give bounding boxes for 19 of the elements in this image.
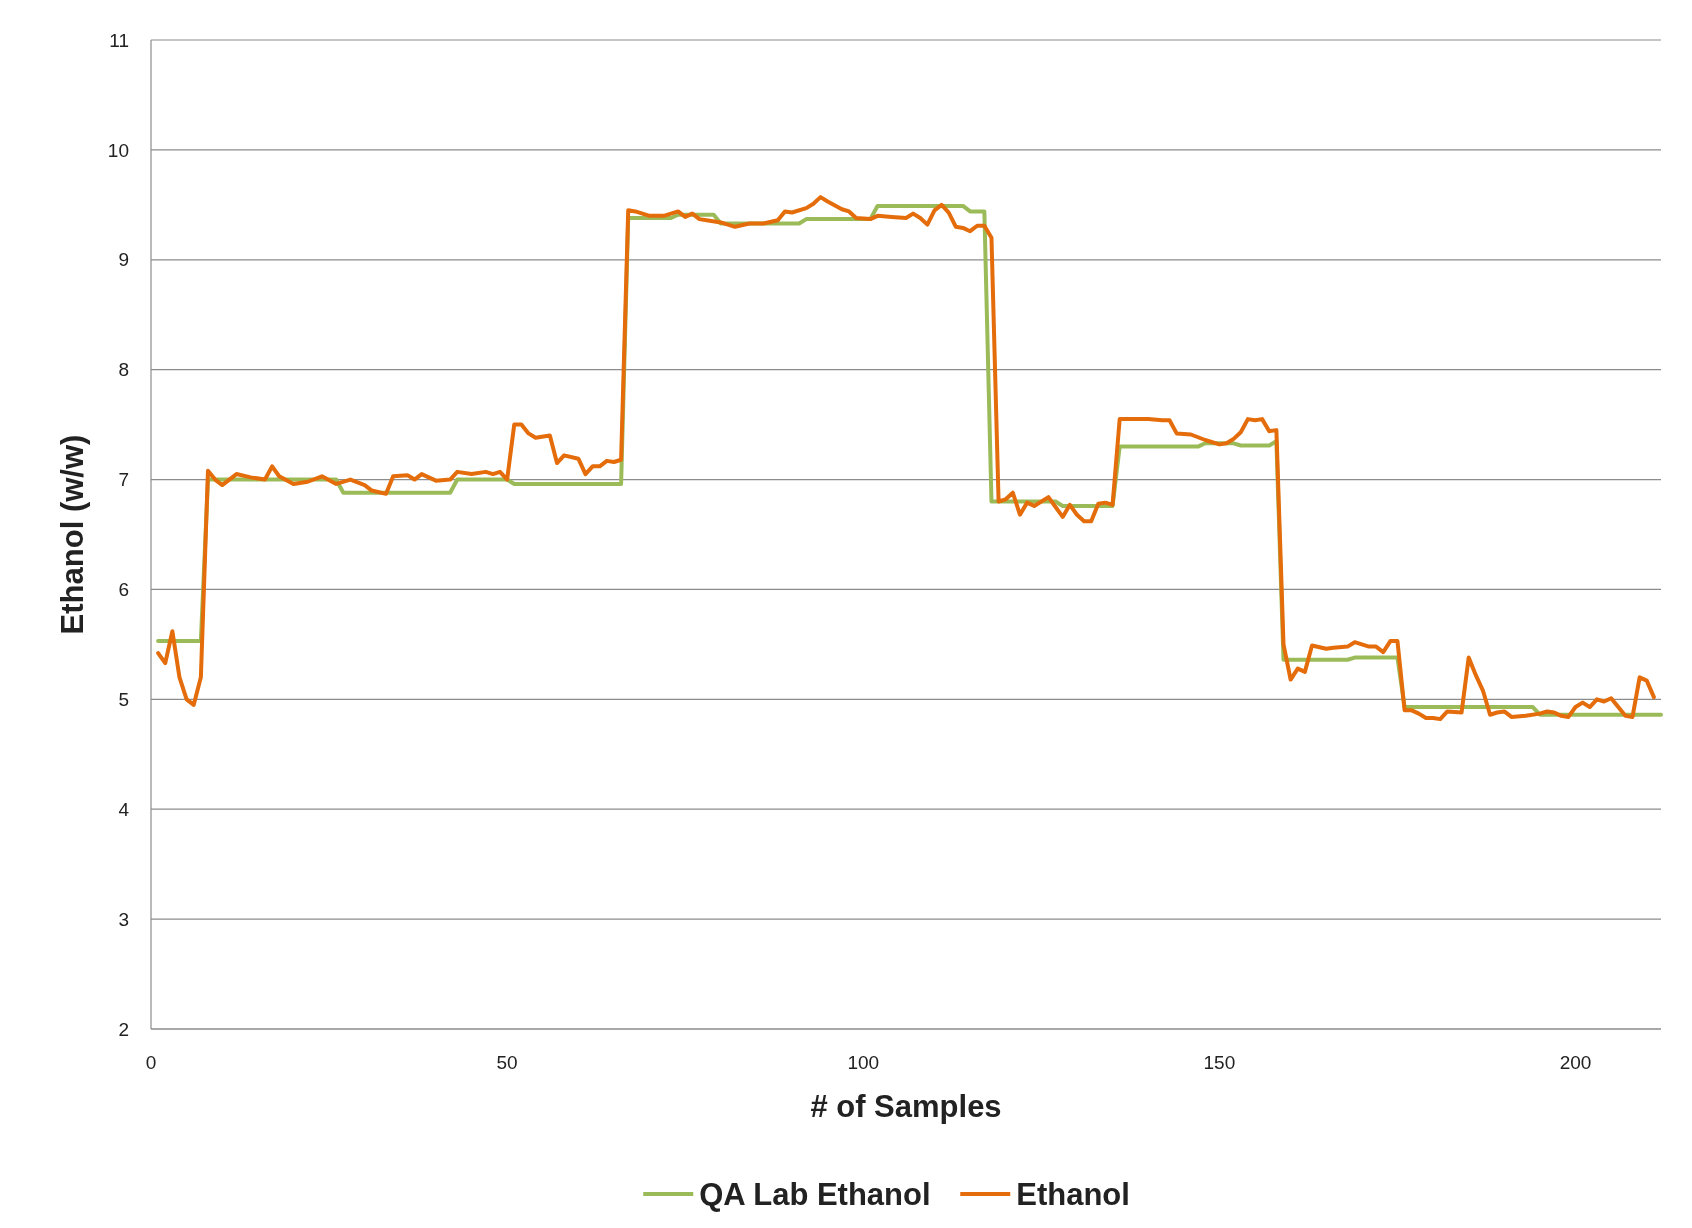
x-axis-title: # of Samples bbox=[810, 1089, 1002, 1124]
y-tick-label: 7 bbox=[118, 469, 129, 491]
y-axis-title: Ethanol (w/w) bbox=[55, 434, 90, 635]
x-tick-label: 150 bbox=[1203, 1052, 1236, 1073]
y-tick-label: 2 bbox=[118, 1018, 129, 1040]
y-tick-label: 3 bbox=[118, 908, 129, 930]
x-tick-label: 200 bbox=[1559, 1052, 1592, 1073]
y-tick-label: 9 bbox=[118, 249, 129, 271]
y-tick-label: 10 bbox=[107, 139, 129, 161]
y-tick-label: 11 bbox=[109, 29, 129, 51]
legend-label: Ethanol bbox=[1016, 1176, 1130, 1212]
y-tick-label: 8 bbox=[118, 359, 129, 381]
y-tick-label: 5 bbox=[118, 688, 129, 710]
y-tick-label: 6 bbox=[118, 579, 129, 601]
y-tick-label: 4 bbox=[118, 798, 130, 820]
x-tick-label: 100 bbox=[847, 1052, 880, 1073]
x-tick-label: 0 bbox=[145, 1052, 157, 1073]
x-tick-label: 50 bbox=[496, 1052, 518, 1073]
legend-label: QA Lab Ethanol bbox=[699, 1176, 931, 1212]
